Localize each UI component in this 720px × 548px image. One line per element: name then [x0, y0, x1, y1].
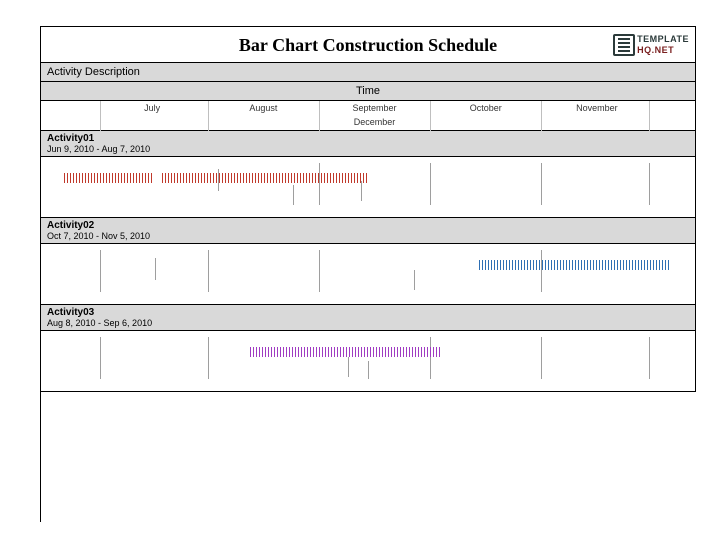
- gantt-bar: [250, 347, 440, 357]
- logo-line2: HQ.NET: [637, 45, 689, 56]
- grid-tick: [361, 181, 362, 201]
- month-label: September: [353, 103, 397, 113]
- month-tick: [100, 101, 101, 131]
- month-tick: [319, 101, 320, 131]
- month-label: December: [354, 117, 396, 127]
- month-tick: [541, 101, 542, 131]
- logo: TEMPLATE HQ.NET: [613, 31, 689, 59]
- activities-list: Activity01Jun 9, 2010 - Aug 7, 2010Activ…: [41, 131, 695, 392]
- month-tick: [649, 101, 650, 131]
- grid-tick: [430, 337, 431, 379]
- grid-tick: [100, 337, 101, 379]
- grid-tick: [208, 337, 209, 379]
- gantt-bar: [64, 173, 154, 183]
- activity-timeline: [41, 331, 695, 391]
- activity-block: Activity03Aug 8, 2010 - Sep 6, 2010: [41, 305, 695, 392]
- month-label: August: [249, 103, 277, 113]
- grid-tick: [649, 163, 650, 205]
- activity-dates: Oct 7, 2010 - Nov 5, 2010: [47, 231, 689, 241]
- activity-header: Activity02Oct 7, 2010 - Nov 5, 2010: [41, 218, 695, 244]
- grid-tick: [541, 163, 542, 205]
- grid-tick: [100, 250, 101, 292]
- schedule-container: Bar Chart Construction Schedule TEMPLATE…: [40, 26, 696, 392]
- month-label: November: [576, 103, 618, 113]
- activity-timeline: [41, 157, 695, 217]
- grid-tick: [541, 250, 542, 292]
- activity-description-header: Activity Description: [41, 63, 695, 82]
- grid-tick: [348, 357, 349, 377]
- month-tick: [430, 101, 431, 131]
- activity-dates: Aug 8, 2010 - Sep 6, 2010: [47, 318, 689, 328]
- month-label: July: [144, 103, 160, 113]
- grid-tick: [541, 337, 542, 379]
- activity-dates: Jun 9, 2010 - Aug 7, 2010: [47, 144, 689, 154]
- gantt-bar: [162, 173, 368, 183]
- logo-text: TEMPLATE HQ.NET: [637, 34, 689, 56]
- month-tick: [208, 101, 209, 131]
- gantt-bar: [479, 260, 669, 270]
- activity-timeline: [41, 244, 695, 304]
- activity-name: Activity03: [47, 307, 689, 318]
- activity-name: Activity02: [47, 220, 689, 231]
- activity-name: Activity01: [47, 133, 689, 144]
- activity-block: Activity01Jun 9, 2010 - Aug 7, 2010: [41, 131, 695, 218]
- grid-tick: [293, 185, 294, 205]
- time-header: Time: [41, 82, 695, 101]
- grid-tick: [319, 250, 320, 292]
- activity-header: Activity03Aug 8, 2010 - Sep 6, 2010: [41, 305, 695, 331]
- grid-tick: [414, 270, 415, 290]
- grid-tick: [319, 163, 320, 205]
- logo-line1: TEMPLATE: [637, 34, 689, 45]
- document-icon: [613, 34, 635, 56]
- grid-tick: [430, 163, 431, 205]
- grid-tick: [155, 258, 156, 280]
- activity-block: Activity02Oct 7, 2010 - Nov 5, 2010: [41, 218, 695, 305]
- activity-header: Activity01Jun 9, 2010 - Aug 7, 2010: [41, 131, 695, 157]
- grid-tick: [368, 361, 369, 379]
- month-label: October: [470, 103, 502, 113]
- grid-tick: [208, 250, 209, 292]
- page-title: Bar Chart Construction Schedule: [41, 27, 695, 63]
- months-axis: July August September October November Decemb…: [41, 101, 695, 131]
- title-row: Bar Chart Construction Schedule TEMPLATE…: [41, 27, 695, 63]
- grid-tick: [649, 337, 650, 379]
